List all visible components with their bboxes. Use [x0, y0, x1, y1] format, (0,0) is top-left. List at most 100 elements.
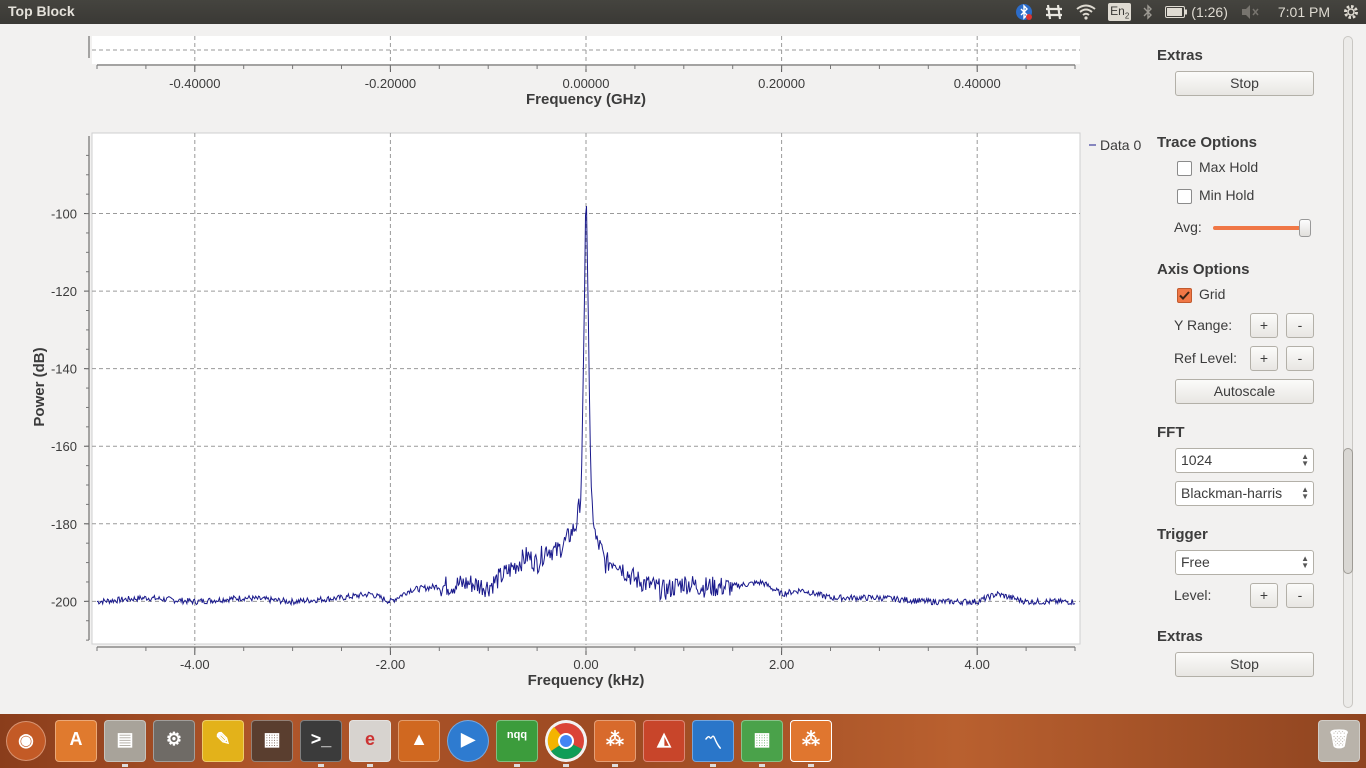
- y-tick-label: -100: [51, 207, 77, 222]
- y-range-minus-button[interactable]: -: [1286, 313, 1314, 338]
- top-x-tick-label: -0.40000: [169, 76, 220, 91]
- top-plot: -0.40000 -0.20000 0.00000 0.20000 0.40000 Fr…: [88, 36, 1080, 108]
- x-axis-label: Frequency (kHz): [528, 672, 645, 689]
- stop-button-top[interactable]: Stop: [1175, 71, 1314, 96]
- gear-icon[interactable]: [1342, 3, 1360, 21]
- y-range-plus-button[interactable]: +: [1250, 313, 1278, 338]
- stop-button-bottom[interactable]: Stop: [1175, 652, 1314, 677]
- keyboard-layout-sub: 2: [1124, 11, 1130, 21]
- system-monitor-icon[interactable]: 〽: [692, 720, 734, 767]
- x-tick-label: 0.00: [573, 657, 598, 672]
- battery-time: (1:26): [1191, 4, 1228, 20]
- spinner-arrows-icon: ▲ ▼: [1301, 554, 1309, 570]
- top-plot-xlabel: Frequency (GHz): [526, 91, 646, 108]
- clock[interactable]: 7:01 PM: [1277, 4, 1330, 20]
- fft-window-select[interactable]: Blackman-harris ▲ ▼: [1175, 481, 1314, 506]
- plot-area: -0.40000 -0.20000 0.00000 0.20000 0.40000 Fr…: [0, 24, 1150, 714]
- volume-muted-icon[interactable]: [1240, 4, 1260, 20]
- software-center-icon[interactable]: A: [55, 720, 97, 762]
- nqq-editor-icon[interactable]: nqq: [496, 720, 538, 767]
- window-title: Top Block: [8, 3, 75, 19]
- bluetooth-alert-icon[interactable]: [1016, 3, 1033, 21]
- ref-level-label: Ref Level:: [1174, 350, 1238, 366]
- text-editor-icon[interactable]: ✎: [202, 720, 244, 762]
- main-plot: -4.00 -2.00 0.00 2.00 4.00 -100 -120 -140 -160 -1…: [31, 132, 1141, 689]
- min-hold-label: Min Hold: [1199, 187, 1255, 203]
- y-tick-label: -180: [51, 517, 77, 532]
- launcher-bar: ◉ A ▤ ⚙ ✎ ▦ >_ e ▲ ▶ nqq ⁂ ◭ 〽 ▦ ⁂ 🗑: [0, 714, 1366, 768]
- trigger-level-minus-button[interactable]: -: [1286, 583, 1314, 608]
- document-viewer-icon[interactable]: e: [349, 720, 391, 767]
- top-x-tick-label: 0.40000: [954, 76, 1001, 91]
- trace-options-title: Trace Options: [1157, 134, 1258, 151]
- system-settings-icon[interactable]: ⚙: [153, 720, 195, 762]
- y-tick-label: -120: [51, 284, 77, 299]
- plot-svg: -0.40000 -0.20000 0.00000 0.20000 0.40000 Fr…: [31, 36, 1141, 689]
- battery-icon: [1165, 6, 1188, 18]
- keyboard-layout-label: En: [1110, 3, 1125, 18]
- spinner-arrows-icon: ▲ ▼: [1301, 485, 1309, 501]
- top-x-tick-label: 0.00000: [563, 76, 610, 91]
- wifi-icon[interactable]: [1076, 4, 1096, 20]
- min-hold-checkbox[interactable]: [1177, 189, 1192, 204]
- y-axis-label: Power (dB): [31, 347, 48, 426]
- media-player-icon[interactable]: ▶: [447, 720, 489, 762]
- grid-checkbox[interactable]: [1177, 288, 1192, 303]
- legend-entry: Data 0: [1100, 137, 1141, 153]
- top-x-tick-label: 0.20000: [758, 76, 805, 91]
- trigger-title: Trigger: [1157, 526, 1208, 543]
- network-settings-icon[interactable]: [1044, 2, 1064, 22]
- control-panel: Extras Stop Trace Options Max Hold Min H…: [1150, 24, 1366, 714]
- max-hold-checkbox[interactable]: [1177, 161, 1192, 176]
- extras-title-bottom: Extras: [1157, 628, 1203, 645]
- gnuradio-icon[interactable]: ⁂: [594, 720, 636, 767]
- trigger-level-label: Level:: [1174, 587, 1212, 603]
- y-tick-label: -140: [51, 362, 77, 377]
- autoscale-button[interactable]: Autoscale: [1175, 379, 1314, 404]
- files-icon[interactable]: ▤: [104, 720, 146, 767]
- spreadsheet-icon[interactable]: ▦: [741, 720, 783, 767]
- fft-title: FFT: [1157, 424, 1185, 441]
- terminal-icon[interactable]: >_: [300, 720, 342, 767]
- grid-label: Grid: [1199, 286, 1226, 302]
- x-tick-label: 4.00: [965, 657, 990, 672]
- fft-window-value: Blackman-harris: [1181, 485, 1283, 501]
- system-tray: En2 (1:26) 7:01 PM: [1016, 0, 1366, 24]
- avg-label: Avg:: [1174, 219, 1202, 235]
- avg-slider-handle[interactable]: [1299, 219, 1311, 237]
- ref-level-plus-button[interactable]: +: [1250, 346, 1278, 371]
- trigger-level-plus-button[interactable]: +: [1250, 583, 1278, 608]
- keyboard-layout-indicator[interactable]: En2: [1108, 2, 1132, 22]
- top-panel: Top Block En2 (1:26) 7:01 PM: [0, 0, 1366, 24]
- gnuradio-active-icon[interactable]: ⁂: [790, 720, 832, 767]
- extras-title-top: Extras: [1157, 47, 1203, 64]
- x-tick-label: -4.00: [180, 657, 210, 672]
- trigger-mode-select[interactable]: Free ▲ ▼: [1175, 550, 1314, 575]
- trigger-mode-value: Free: [1181, 554, 1210, 570]
- y-tick-label: -200: [51, 594, 77, 609]
- scrollbar-thumb[interactable]: [1343, 448, 1353, 574]
- ref-level-minus-button[interactable]: -: [1286, 346, 1314, 371]
- top-x-tick-label: -0.20000: [365, 76, 416, 91]
- spinner-arrows-icon: ▲ ▼: [1301, 452, 1309, 468]
- y-tick-label: -160: [51, 439, 77, 454]
- matlab-icon[interactable]: ◭: [643, 720, 685, 762]
- max-hold-label: Max Hold: [1199, 159, 1259, 175]
- fft-size-value: 1024: [1181, 452, 1213, 468]
- dash-icon[interactable]: ◉: [6, 721, 46, 761]
- bluetooth-icon[interactable]: [1143, 4, 1153, 20]
- axis-options-title: Axis Options: [1157, 261, 1250, 278]
- battery-indicator[interactable]: (1:26): [1165, 4, 1228, 20]
- fft-size-select[interactable]: 1024 ▲ ▼: [1175, 448, 1314, 473]
- trash-icon[interactable]: 🗑: [1318, 720, 1360, 762]
- x-tick-label: 2.00: [769, 657, 794, 672]
- checkmark-icon: [1179, 291, 1190, 300]
- scrollbar-track[interactable]: [1343, 36, 1353, 708]
- avg-slider-track[interactable]: [1213, 226, 1308, 230]
- vlc-icon[interactable]: ▲: [398, 720, 440, 762]
- trace-data-0: [96, 206, 1076, 607]
- workspace-switcher-icon[interactable]: ▦: [251, 720, 293, 762]
- nqq-label: nqq: [506, 729, 528, 741]
- panel-scrollbar[interactable]: [1342, 36, 1354, 708]
- chrome-icon[interactable]: [545, 720, 587, 767]
